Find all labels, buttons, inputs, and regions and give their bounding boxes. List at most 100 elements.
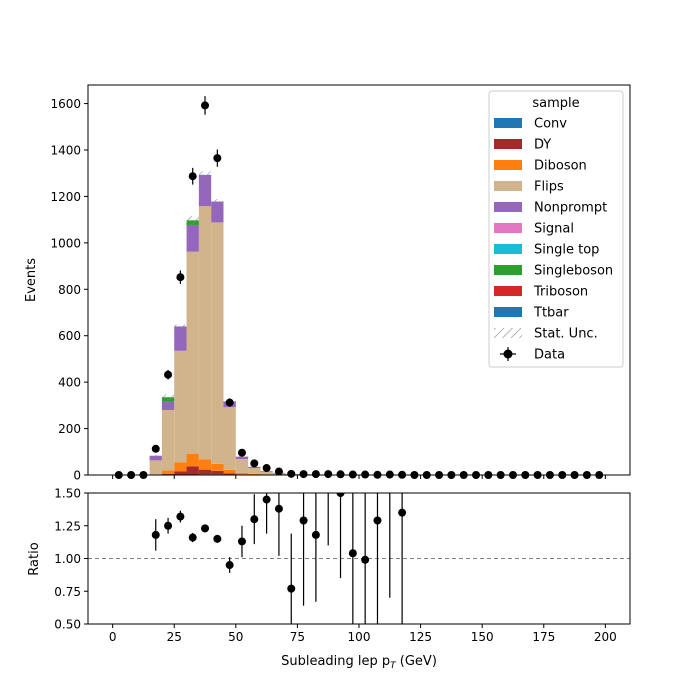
bar-diboson-8	[211, 463, 224, 471]
x-tick-label-0: 0	[109, 630, 117, 644]
bar-nonprompt-11	[248, 466, 261, 469]
ratio-point-1	[164, 521, 173, 530]
legend-label: Conv	[534, 117, 567, 132]
x-tick-label-5: 125	[409, 630, 432, 644]
legend-label: Singleboson	[534, 264, 613, 279]
ratio-point-16	[348, 549, 357, 558]
ratio-y-axis-label: Ratio	[27, 542, 42, 575]
stat-unc-3	[149, 454, 162, 457]
x-tick-label-8: 200	[594, 630, 617, 644]
ratio-point-0	[151, 530, 160, 539]
y-tick-label-1: 200	[58, 422, 81, 436]
legend-entry-diboson: Diboson	[494, 159, 587, 174]
bar-nonprompt-7	[198, 174, 212, 207]
ratio-y-tick-label-2: 1.00	[54, 552, 81, 566]
main-y-ticks: 0 200 400 600 800 1000 1200 1400 1600	[50, 97, 88, 483]
y-tick-label-6: 1200	[50, 190, 81, 204]
legend-label: Single top	[534, 243, 599, 258]
data-point-13	[274, 467, 283, 476]
bar-flips-5	[174, 350, 187, 463]
legend-swatch	[494, 181, 522, 191]
data-point-8	[213, 154, 222, 163]
ratio-point-4	[201, 524, 210, 533]
y-tick-label-2: 400	[58, 376, 81, 390]
legend-entry-signal: Signal	[494, 222, 574, 237]
legend-swatch	[494, 223, 522, 233]
stat-unc-6	[186, 215, 199, 225]
stat-unc-4	[161, 394, 175, 401]
bar-diboson-9	[223, 469, 236, 474]
bar-nonprompt-5	[174, 326, 187, 351]
legend-entry-dy: DY	[494, 138, 551, 153]
bar-diboson-11	[248, 473, 261, 475]
data-point-10	[237, 448, 246, 457]
data-point-12	[262, 464, 271, 473]
data-point-5	[176, 273, 185, 282]
y-tick-label-3: 600	[58, 329, 81, 343]
legend-entry-triboson: Triboson	[494, 285, 588, 300]
legend-swatch	[494, 244, 522, 254]
bar-flips-4	[161, 410, 175, 471]
legend-label: Flips	[534, 180, 564, 195]
data-point-9	[225, 398, 234, 407]
x-tick-label-6: 150	[471, 630, 494, 644]
ratio-y-tick-label-3: 1.25	[54, 519, 81, 533]
legend-entry-ttbar: Ttbar	[494, 306, 569, 321]
ratio-point-15	[336, 493, 345, 497]
legend-label: Data	[534, 348, 565, 363]
data-point-4	[164, 370, 173, 379]
bar-flips-9	[223, 407, 236, 470]
bar-flips-7	[198, 206, 212, 460]
legend-entry-conv: Conv	[494, 117, 567, 132]
legend-box	[488, 90, 624, 368]
ratio-point-10	[274, 504, 283, 513]
x-axis-label: Subleading lep pT (GeV)	[281, 654, 437, 671]
ratio-point-3	[188, 533, 197, 542]
data-point-3	[151, 444, 160, 453]
ratio-point-20	[398, 508, 407, 517]
x-tick-label-3: 75	[290, 630, 305, 644]
y-tick-label-5: 1000	[50, 236, 81, 250]
legend-swatch	[494, 286, 522, 296]
legend-swatch	[494, 160, 522, 170]
bar-flips-12	[260, 471, 273, 475]
x-tick-label-7: 175	[532, 630, 555, 644]
bar-dy-8	[211, 470, 224, 475]
bar-nonprompt-4	[161, 401, 175, 410]
legend-entry-data: Data	[500, 347, 565, 363]
data-point-14	[287, 469, 296, 478]
stat-unc-5	[174, 324, 187, 329]
stat-unc-8	[211, 199, 224, 204]
legend-title: sample	[532, 96, 579, 111]
bar-flips-6	[186, 251, 199, 454]
legend-label: Ttbar	[533, 306, 569, 321]
legend-label: Stat. Unc.	[534, 327, 598, 342]
bar-dy-9	[223, 473, 236, 475]
legend-items: Conv DY Diboson Flips Nonprompt Signal Single …	[494, 117, 613, 363]
ratio-x-ticks: 0 25 50 75 100 125 150 175 200	[109, 624, 617, 644]
legend-label: DY	[534, 138, 551, 153]
ratio-point-13	[311, 530, 320, 539]
legend-label: Diboson	[534, 159, 587, 174]
data-point-6	[188, 172, 197, 181]
y-axis-label: Events	[24, 258, 39, 302]
bar-dy-6	[186, 466, 199, 475]
ratio-y-tick-label-4: 1.50	[54, 487, 81, 501]
main-x-ticks	[112, 475, 606, 479]
ratio-point-5	[213, 534, 222, 543]
data-point-7	[201, 101, 210, 110]
legend-swatch	[494, 139, 522, 149]
legend-label: Triboson	[533, 285, 588, 300]
stat-unc-7	[198, 171, 212, 179]
data-point-18	[336, 470, 345, 479]
bar-diboson-10	[235, 472, 249, 475]
legend-entry-nonprompt: Nonprompt	[494, 201, 607, 216]
legend-entry-flips: Flips	[494, 180, 564, 195]
data-point-17	[324, 470, 333, 479]
ratio-point-18	[373, 516, 382, 525]
bar-nonprompt-6	[186, 224, 199, 252]
bar-nonprompt-8	[211, 201, 224, 223]
bar-flips-11	[248, 468, 261, 474]
bar-nonprompt-10	[235, 456, 249, 459]
